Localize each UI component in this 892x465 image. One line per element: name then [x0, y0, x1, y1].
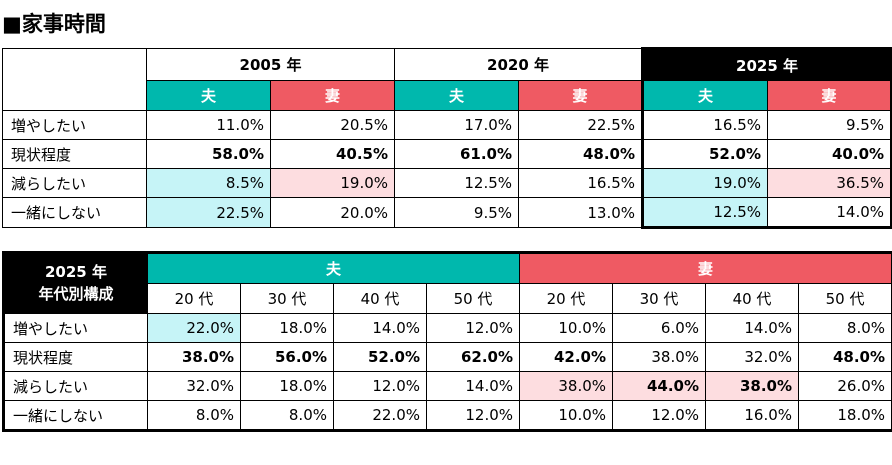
wife-header: 妻 — [767, 80, 892, 111]
value-cell: 12.0% — [425, 313, 521, 343]
year-header-2005: 2005 年 — [145, 48, 396, 81]
year-header-2025: 2025 年 — [641, 47, 892, 81]
table-row: 増やしたい 22.0% 18.0% 14.0% 12.0% 10.0% 6.0%… — [3, 313, 892, 343]
value-cell: 40.0% — [767, 139, 892, 169]
value-cell: 18.0% — [240, 313, 334, 343]
corner-subtitle: 年代別構成 — [38, 284, 114, 303]
value-cell: 16.0% — [705, 400, 800, 431]
value-cell: 20.0% — [269, 197, 396, 228]
value-cell: 26.0% — [798, 371, 892, 401]
value-cell: 44.0% — [612, 371, 707, 401]
age-header: 40 代 — [333, 283, 427, 314]
corner-cell — [2, 48, 147, 81]
value-cell: 16.5% — [518, 168, 644, 198]
husband-header: 夫 — [146, 252, 521, 284]
wife-header: 妻 — [518, 80, 644, 111]
value-cell: 14.0% — [705, 313, 800, 343]
value-cell: 12.5% — [394, 168, 520, 198]
table-row: 一緒にしない 22.5% 20.0% 9.5% 13.0% 12.5% 14.0… — [2, 197, 892, 229]
housework-table-2025-by-age: 2025 年 年代別構成 夫 妻 20 代 30 代 40 代 50 代 20 … — [2, 251, 892, 432]
age-header: 50 代 — [425, 283, 521, 314]
value-cell: 10.0% — [519, 400, 614, 431]
value-cell: 58.0% — [146, 139, 271, 169]
table-row: 減らしたい 32.0% 18.0% 12.0% 14.0% 38.0% 44.0… — [3, 371, 892, 401]
value-cell: 9.5% — [767, 110, 892, 140]
value-cell: 14.0% — [333, 313, 427, 343]
value-cell: 12.0% — [612, 400, 707, 431]
value-cell: 48.0% — [798, 342, 892, 372]
value-cell: 14.0% — [767, 197, 892, 229]
row-label: 増やしたい — [3, 313, 148, 343]
value-cell: 62.0% — [425, 342, 521, 372]
table-row: 増やしたい 11.0% 20.5% 17.0% 22.5% 16.5% 9.5% — [2, 110, 892, 140]
value-cell: 22.5% — [146, 197, 271, 228]
value-cell: 38.0% — [147, 342, 241, 372]
age-header: 20 代 — [519, 283, 614, 314]
row-label: 増やしたい — [2, 110, 147, 140]
value-cell: 13.0% — [518, 197, 644, 228]
value-cell: 38.0% — [519, 371, 614, 401]
year-header-2020: 2020 年 — [394, 48, 644, 81]
row-label: 現状程度 — [2, 139, 147, 169]
table-row: 一緒にしない 8.0% 8.0% 22.0% 12.0% 10.0% 12.0%… — [3, 400, 892, 431]
value-cell: 40.5% — [269, 139, 396, 169]
value-cell: 9.5% — [394, 197, 520, 228]
value-cell: 36.5% — [767, 168, 892, 198]
table-row: 減らしたい 8.5% 19.0% 12.5% 16.5% 19.0% 36.5% — [2, 168, 892, 198]
corner-year: 2025 年 — [45, 262, 107, 281]
value-cell: 8.0% — [147, 400, 241, 431]
value-cell: 38.0% — [705, 371, 800, 401]
value-cell: 22.0% — [333, 400, 427, 431]
row-label: 一緒にしない — [3, 400, 148, 431]
corner-header: 2025 年 年代別構成 — [3, 252, 148, 314]
value-cell: 48.0% — [518, 139, 644, 169]
value-cell: 12.0% — [425, 400, 521, 431]
value-cell: 8.0% — [240, 400, 334, 431]
age-header: 30 代 — [612, 283, 707, 314]
corner-cell — [2, 80, 147, 111]
value-cell: 20.5% — [269, 110, 396, 140]
value-cell: 56.0% — [240, 342, 334, 372]
value-cell: 61.0% — [394, 139, 520, 169]
row-label: 減らしたい — [2, 168, 147, 198]
value-cell: 19.0% — [269, 168, 396, 198]
husband-header: 夫 — [394, 80, 520, 111]
value-cell: 18.0% — [240, 371, 334, 401]
age-header: 50 代 — [798, 283, 892, 314]
value-cell: 16.5% — [641, 110, 769, 140]
wife-header: 妻 — [519, 252, 892, 284]
age-header: 20 代 — [147, 283, 241, 314]
value-cell: 11.0% — [146, 110, 271, 140]
value-cell: 14.0% — [425, 371, 521, 401]
table-row: 現状程度 38.0% 56.0% 52.0% 62.0% 42.0% 38.0%… — [3, 342, 892, 372]
age-header: 30 代 — [240, 283, 334, 314]
housework-table-by-year: 2005 年 2020 年 2025 年 夫 妻 夫 妻 夫 妻 増やしたい 1… — [2, 47, 892, 229]
value-cell: 38.0% — [612, 342, 707, 372]
age-header: 40 代 — [705, 283, 800, 314]
value-cell: 42.0% — [519, 342, 614, 372]
value-cell: 32.0% — [705, 342, 800, 372]
husband-header: 夫 — [146, 80, 271, 111]
value-cell: 18.0% — [798, 400, 892, 431]
value-cell: 22.0% — [147, 313, 241, 343]
table-row: 現状程度 58.0% 40.5% 61.0% 48.0% 52.0% 40.0% — [2, 139, 892, 169]
value-cell: 22.5% — [518, 110, 644, 140]
value-cell: 8.0% — [798, 313, 892, 343]
row-label: 減らしたい — [3, 371, 148, 401]
value-cell: 52.0% — [333, 342, 427, 372]
value-cell: 32.0% — [147, 371, 241, 401]
value-cell: 17.0% — [394, 110, 520, 140]
page-title: ■家事時間 — [2, 12, 106, 36]
value-cell: 52.0% — [641, 139, 769, 169]
husband-header: 夫 — [641, 80, 769, 111]
row-label: 現状程度 — [3, 342, 148, 372]
value-cell: 10.0% — [519, 313, 614, 343]
value-cell: 8.5% — [146, 168, 271, 198]
value-cell: 6.0% — [612, 313, 707, 343]
wife-header: 妻 — [269, 80, 396, 111]
row-label: 一緒にしない — [2, 197, 147, 228]
value-cell: 19.0% — [641, 168, 769, 198]
value-cell: 12.0% — [333, 371, 427, 401]
value-cell: 12.5% — [641, 197, 769, 229]
